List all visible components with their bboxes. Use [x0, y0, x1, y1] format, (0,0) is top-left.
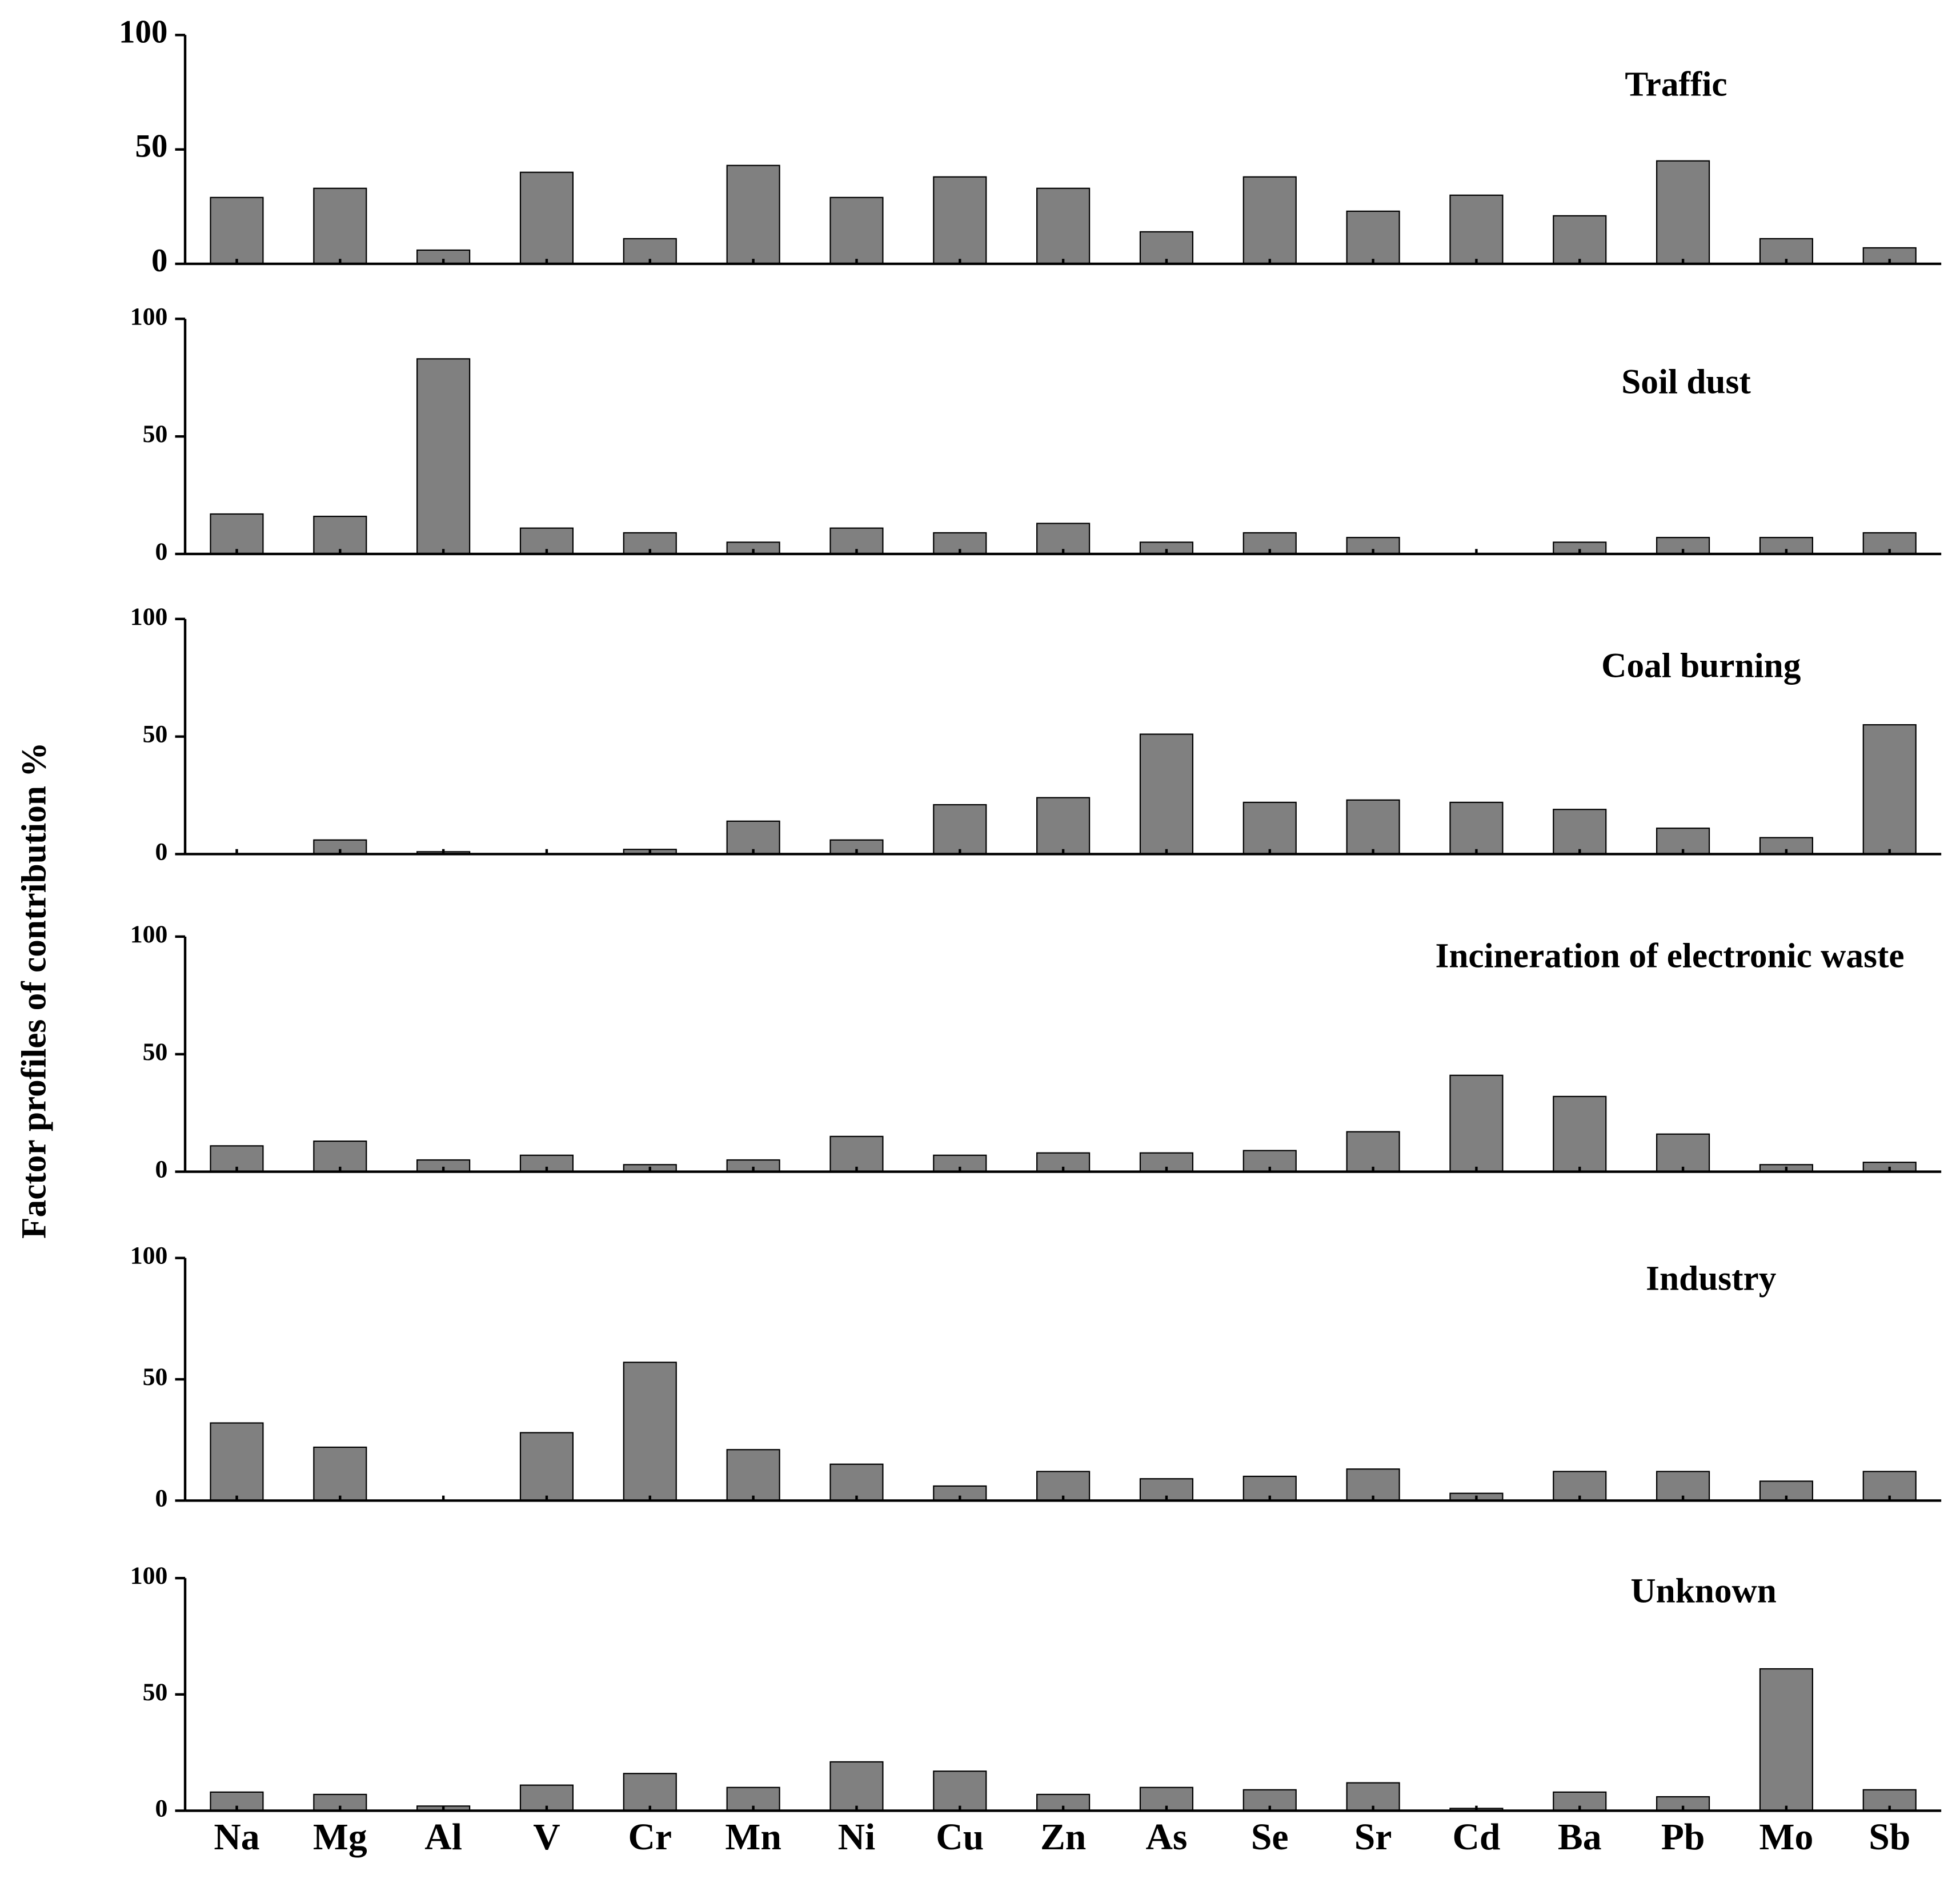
y-tick-label: 100: [130, 1562, 168, 1589]
y-tick-label: 100: [119, 14, 167, 50]
bar: [829, 1761, 884, 1812]
panel-title: Coal burning: [1601, 646, 1801, 685]
bar: [1346, 210, 1400, 265]
bar: [210, 196, 264, 265]
x-tick-label: Zn: [1040, 1816, 1086, 1858]
bar: [726, 820, 780, 855]
bar: [1346, 1468, 1400, 1501]
bar: [726, 1449, 780, 1501]
bar: [519, 171, 574, 265]
y-tick-label: 0: [155, 838, 168, 866]
bar: [1862, 247, 1917, 265]
x-tick-label: Mn: [725, 1816, 781, 1858]
x-tick-label: Sr: [1354, 1816, 1392, 1858]
bar: [313, 187, 367, 265]
bar: [623, 1773, 677, 1812]
bar: [210, 513, 264, 555]
x-tick-label: Cr: [628, 1816, 672, 1858]
y-tick-label: 50: [143, 721, 168, 748]
bar: [1862, 724, 1917, 855]
y-tick-label: 0: [155, 1794, 168, 1822]
bar: [1346, 1131, 1400, 1173]
x-tick-label: Mg: [313, 1816, 367, 1858]
x-tick-label: As: [1145, 1816, 1187, 1858]
bar: [1346, 1782, 1400, 1812]
x-tick-label: Ni: [838, 1816, 876, 1858]
bar: [829, 1135, 884, 1173]
bar: [1553, 809, 1607, 855]
bar: [1036, 187, 1091, 265]
y-tick-label: 0: [155, 538, 168, 565]
y-tick-label: 0: [155, 1484, 168, 1512]
bar: [829, 196, 884, 265]
panel-title: Industry: [1646, 1259, 1777, 1298]
y-tick-label: 50: [135, 129, 167, 164]
panel-title: Soil dust: [1621, 362, 1751, 401]
panel-title: Incineration of electronic waste: [1435, 936, 1904, 975]
bar: [829, 1463, 884, 1501]
x-tick-label: Mo: [1759, 1816, 1813, 1858]
x-tick-label: Na: [214, 1816, 259, 1858]
y-tick-label: 100: [130, 921, 168, 948]
bar: [1242, 801, 1297, 855]
bar: [1759, 837, 1813, 855]
bar: [933, 804, 987, 855]
x-tick-label: Al: [424, 1816, 462, 1858]
y-tick-label: 0: [155, 1156, 168, 1183]
bar: [1449, 801, 1504, 855]
panel-title: Traffic: [1625, 65, 1727, 103]
y-tick-label: 50: [143, 1679, 168, 1706]
panel-title: Unknown: [1630, 1572, 1777, 1611]
y-axis-label: Factor profiles of contribution %: [15, 742, 54, 1238]
x-tick-label: Pb: [1661, 1816, 1705, 1858]
bar: [623, 1362, 677, 1501]
bar: [1242, 176, 1297, 265]
bar: [416, 358, 471, 555]
bar: [1656, 1133, 1710, 1173]
bar: [1346, 799, 1400, 855]
bar: [313, 516, 367, 555]
bar: [1139, 733, 1194, 855]
bar: [1036, 523, 1091, 555]
x-tick-label: Cu: [936, 1816, 984, 1858]
bar: [1449, 194, 1504, 265]
x-tick-label: Sb: [1869, 1816, 1910, 1858]
bar: [313, 1140, 367, 1173]
x-tick-label: Se: [1251, 1816, 1289, 1858]
bar: [519, 1432, 574, 1501]
bar: [210, 1422, 264, 1501]
y-tick-label: 50: [143, 1038, 168, 1066]
bar: [313, 1446, 367, 1501]
bar: [933, 1770, 987, 1812]
bar: [1759, 1668, 1813, 1812]
y-tick-label: 0: [151, 243, 167, 279]
bar: [1656, 160, 1710, 265]
y-tick-label: 100: [130, 603, 168, 631]
bar: [1449, 1074, 1504, 1173]
bar: [726, 164, 780, 265]
bar: [933, 176, 987, 265]
x-tick-label: Cd: [1452, 1816, 1500, 1858]
bar: [1656, 1796, 1710, 1812]
bar: [1553, 1095, 1607, 1173]
y-tick-label: 100: [130, 303, 168, 330]
y-tick-label: 50: [143, 420, 168, 448]
x-tick-label: V: [533, 1816, 560, 1858]
x-tick-label: Ba: [1558, 1816, 1602, 1858]
y-tick-label: 50: [143, 1363, 168, 1391]
bar: [1553, 215, 1607, 265]
bar: [1036, 797, 1091, 855]
y-tick-label: 100: [130, 1242, 168, 1270]
